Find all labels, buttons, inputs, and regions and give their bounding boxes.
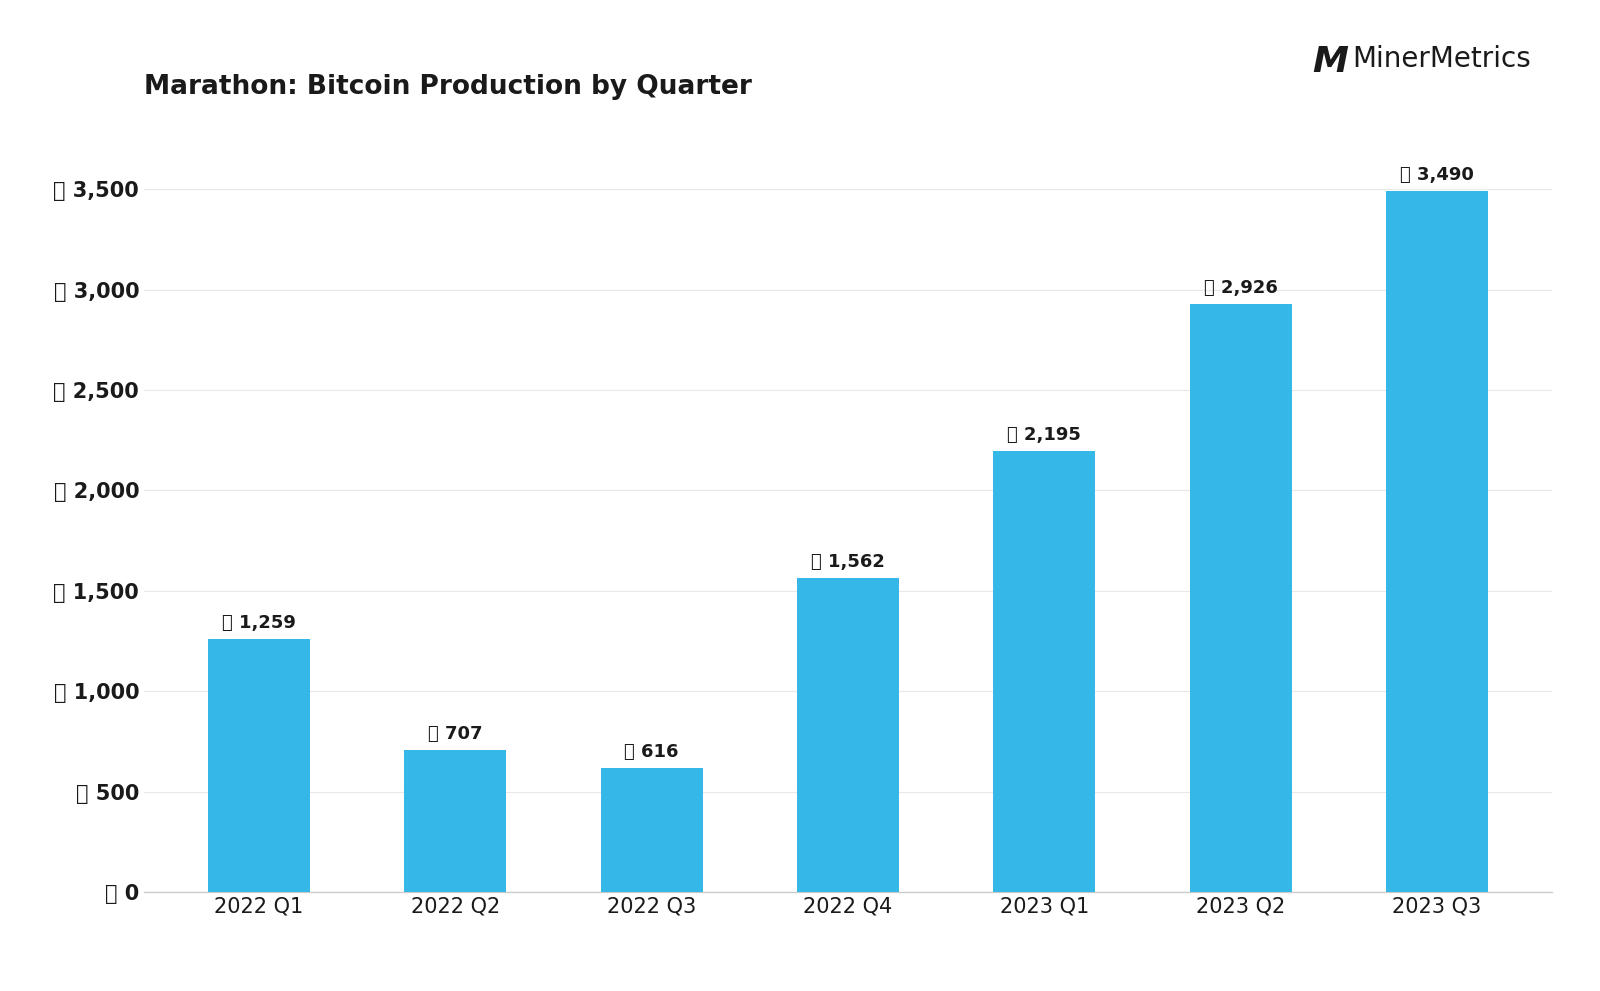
Text: MinerMetrics: MinerMetrics [1352, 45, 1531, 72]
Bar [600, 768, 702, 892]
Text: ₿ 2,926: ₿ 2,926 [1203, 279, 1277, 297]
Text: Μ: Μ [1312, 45, 1347, 78]
Bar [1386, 191, 1488, 892]
Text: Marathon: Bitcoin Production by Quarter: Marathon: Bitcoin Production by Quarter [144, 74, 752, 100]
Text: ₿ 1,259: ₿ 1,259 [222, 614, 296, 632]
Bar [797, 579, 899, 892]
Text: ₿ 707: ₿ 707 [429, 725, 483, 743]
Text: ₿ 3,490: ₿ 3,490 [1400, 166, 1474, 184]
Bar [405, 750, 507, 892]
Text: ₿ 616: ₿ 616 [624, 743, 678, 761]
Bar [1189, 304, 1291, 892]
Bar [994, 451, 1096, 892]
Bar [208, 639, 310, 892]
Text: ₿ 2,195: ₿ 2,195 [1008, 426, 1082, 444]
Text: ₿ 1,562: ₿ 1,562 [811, 553, 885, 571]
